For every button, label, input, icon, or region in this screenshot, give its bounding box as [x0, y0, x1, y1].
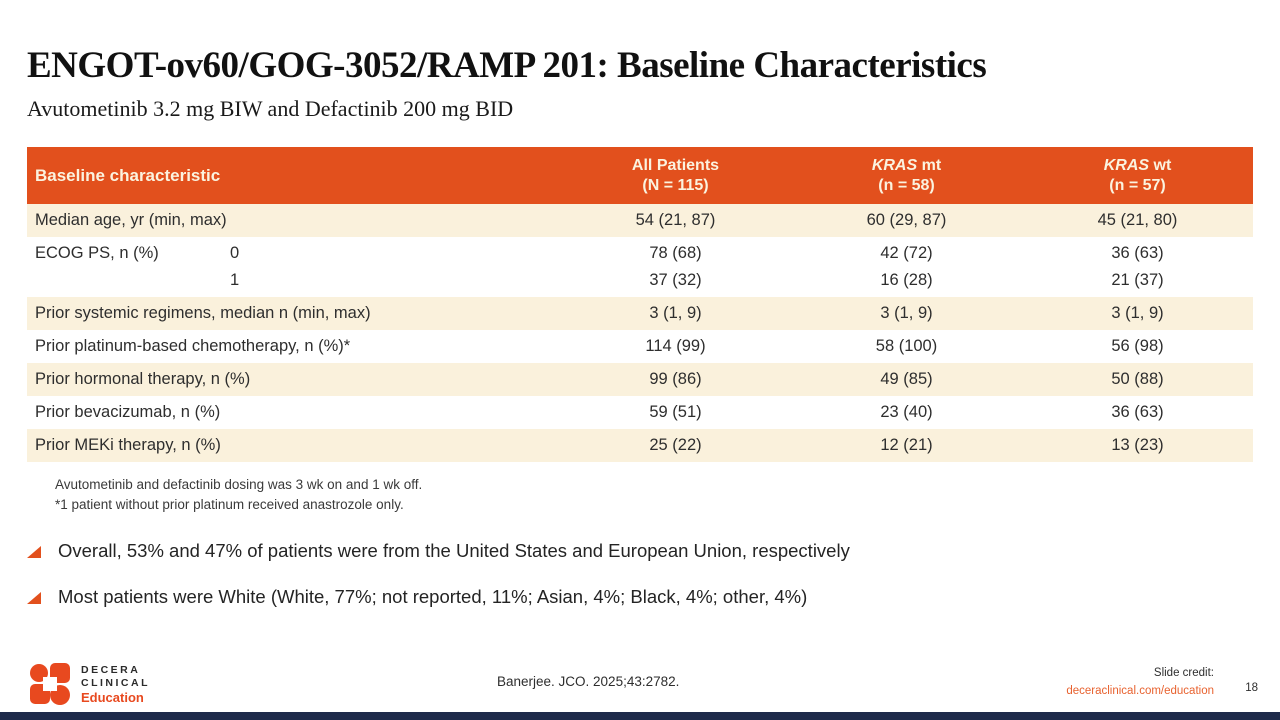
reference-citation: Banerjee. JCO. 2025;43:2782. — [497, 674, 680, 689]
page-subtitle: Avutometinib 3.2 mg BIW and Defactinib 2… — [27, 96, 514, 121]
row-label-cell: Median age, yr (min, max) — [35, 211, 227, 229]
table-header-label-column: Baseline characteristic — [35, 165, 221, 185]
table-value-cell: 42 (72) 16 (28) — [880, 244, 933, 289]
header-line2: (n = 58) — [878, 176, 935, 194]
table-value-cell: 12 (21) — [880, 436, 933, 454]
page-title: ENGOT-ov60/GOG-3052/RAMP 201: Baseline C… — [27, 45, 987, 86]
row-label-cell: Prior MEKi therapy, n (%) — [35, 436, 221, 454]
row-label-cell: Prior platinum-based chemotherapy, n (%)… — [35, 337, 351, 355]
table-row: Prior systemic regimens, median n (min, … — [27, 297, 1253, 330]
logo-wordmark: DECERA CLINICAL Education — [81, 662, 150, 706]
table-row: Prior hormonal therapy, n (%) 99 (86) 49 (… — [27, 363, 1253, 396]
table-row: Prior MEKi therapy, n (%) 25 (22) 12 (21) 1… — [27, 429, 1253, 462]
slide-credit-label: Slide credit: — [1153, 667, 1214, 679]
table-header-row: Baseline characteristic All Patients (N … — [27, 147, 1253, 204]
header-line2: (N = 115) — [642, 176, 709, 194]
bullet-text: Overall, 53% and 47% of patients were fr… — [58, 540, 850, 561]
slide-credit-link[interactable]: deceraclinical.com/education — [1066, 685, 1214, 697]
bullet-item: Most patients were White (White, 77%; no… — [27, 586, 1257, 608]
row-label-cell: Prior hormonal therapy, n (%) — [35, 370, 251, 388]
table-row: Median age, yr (min, max) 54 (21, 87) 60 (… — [27, 204, 1253, 237]
table-row: Prior bevacizumab, n (%) 59 (51) 23 (40) 36… — [27, 396, 1253, 429]
table-value-cell: 3 (1, 9) — [880, 304, 933, 322]
logo-text-line: DECERA — [81, 664, 141, 676]
table-value-cell: 23 (40) — [880, 403, 933, 421]
header-line1: All Patients — [631, 156, 720, 174]
slide-credit: Slide credit: deceraclinical.com/educati… — [1066, 666, 1214, 699]
row-label-cell: Prior systemic regimens, median n (min, … — [35, 304, 371, 322]
table-header-all-patients: All Patients (N = 115) — [560, 147, 791, 204]
decera-clinical-logo: DECERA CLINICAL Education — [30, 662, 150, 706]
table-value-cell: 99 (86) — [649, 370, 702, 388]
table-value-cell: 78 (68) 37 (32) — [649, 244, 702, 289]
table-header-kras-wt: KRAS wt (n = 57) — [1022, 147, 1253, 204]
table-value-cell: 3 (1, 9) — [1111, 304, 1164, 322]
table-header-kras-mt: KRAS mt (n = 58) — [791, 147, 1022, 204]
table-value-cell: 36 (63) — [1111, 403, 1164, 421]
row-sublabels: 0 1 — [230, 244, 240, 289]
table-value-cell: 59 (51) — [649, 403, 702, 421]
table-row: Prior platinum-based chemotherapy, n (%)… — [27, 330, 1253, 363]
bullet-text: Most patients were White (White, 77%; no… — [58, 586, 808, 607]
logo-text-line: CLINICAL — [81, 677, 150, 689]
table-value-cell: 49 (85) — [880, 370, 933, 388]
table-value-cell: 56 (98) — [1111, 337, 1164, 355]
logo-text-education: Education — [81, 690, 144, 705]
table-value-cell: 13 (23) — [1111, 436, 1164, 454]
table-value-cell: 45 (21, 80) — [1097, 211, 1178, 229]
table-row: ECOG PS, n (%) 0 1 78 (68) 37 (32) 42 (72) … — [27, 237, 1253, 297]
bullet-item: Overall, 53% and 47% of patients were fr… — [27, 540, 1257, 562]
table-body: Median age, yr (min, max) 54 (21, 87) 60 (… — [27, 204, 1253, 462]
header-line2: (n = 57) — [1109, 176, 1166, 194]
row-label-cell: ECOG PS, n (%) 0 1 — [27, 237, 560, 297]
table-value-cell: 54 (21, 87) — [635, 211, 716, 229]
table-value-cell: 58 (100) — [875, 337, 938, 355]
table-value-cell: 114 (99) — [645, 337, 706, 355]
logo-icon — [30, 663, 70, 705]
baseline-characteristics-table: Baseline characteristic All Patients (N … — [27, 147, 1253, 462]
triangle-bullet-icon — [27, 592, 41, 604]
footnote: *1 patient without prior platinum receiv… — [55, 497, 404, 512]
page-number: 18 — [1245, 682, 1258, 694]
table-value-cell: 60 (29, 87) — [866, 211, 947, 229]
summary-bullets: Overall, 53% and 47% of patients were fr… — [27, 540, 1257, 632]
table-value-cell: 50 (88) — [1111, 370, 1164, 388]
header-line1: KRAS wt — [1103, 156, 1172, 174]
bottom-accent-bar — [0, 712, 1280, 720]
table-value-cell: 25 (22) — [649, 436, 702, 454]
footnote: Avutometinib and defactinib dosing was 3… — [55, 477, 423, 492]
table-value-cell: 3 (1, 9) — [649, 304, 702, 322]
table-footnotes: Avutometinib and defactinib dosing was 3… — [55, 475, 422, 515]
table-value-cell: 36 (63) 21 (37) — [1111, 244, 1164, 289]
row-label-cell: Prior bevacizumab, n (%) — [35, 403, 221, 421]
header-line1: KRAS mt — [871, 156, 942, 174]
triangle-bullet-icon — [27, 546, 41, 558]
